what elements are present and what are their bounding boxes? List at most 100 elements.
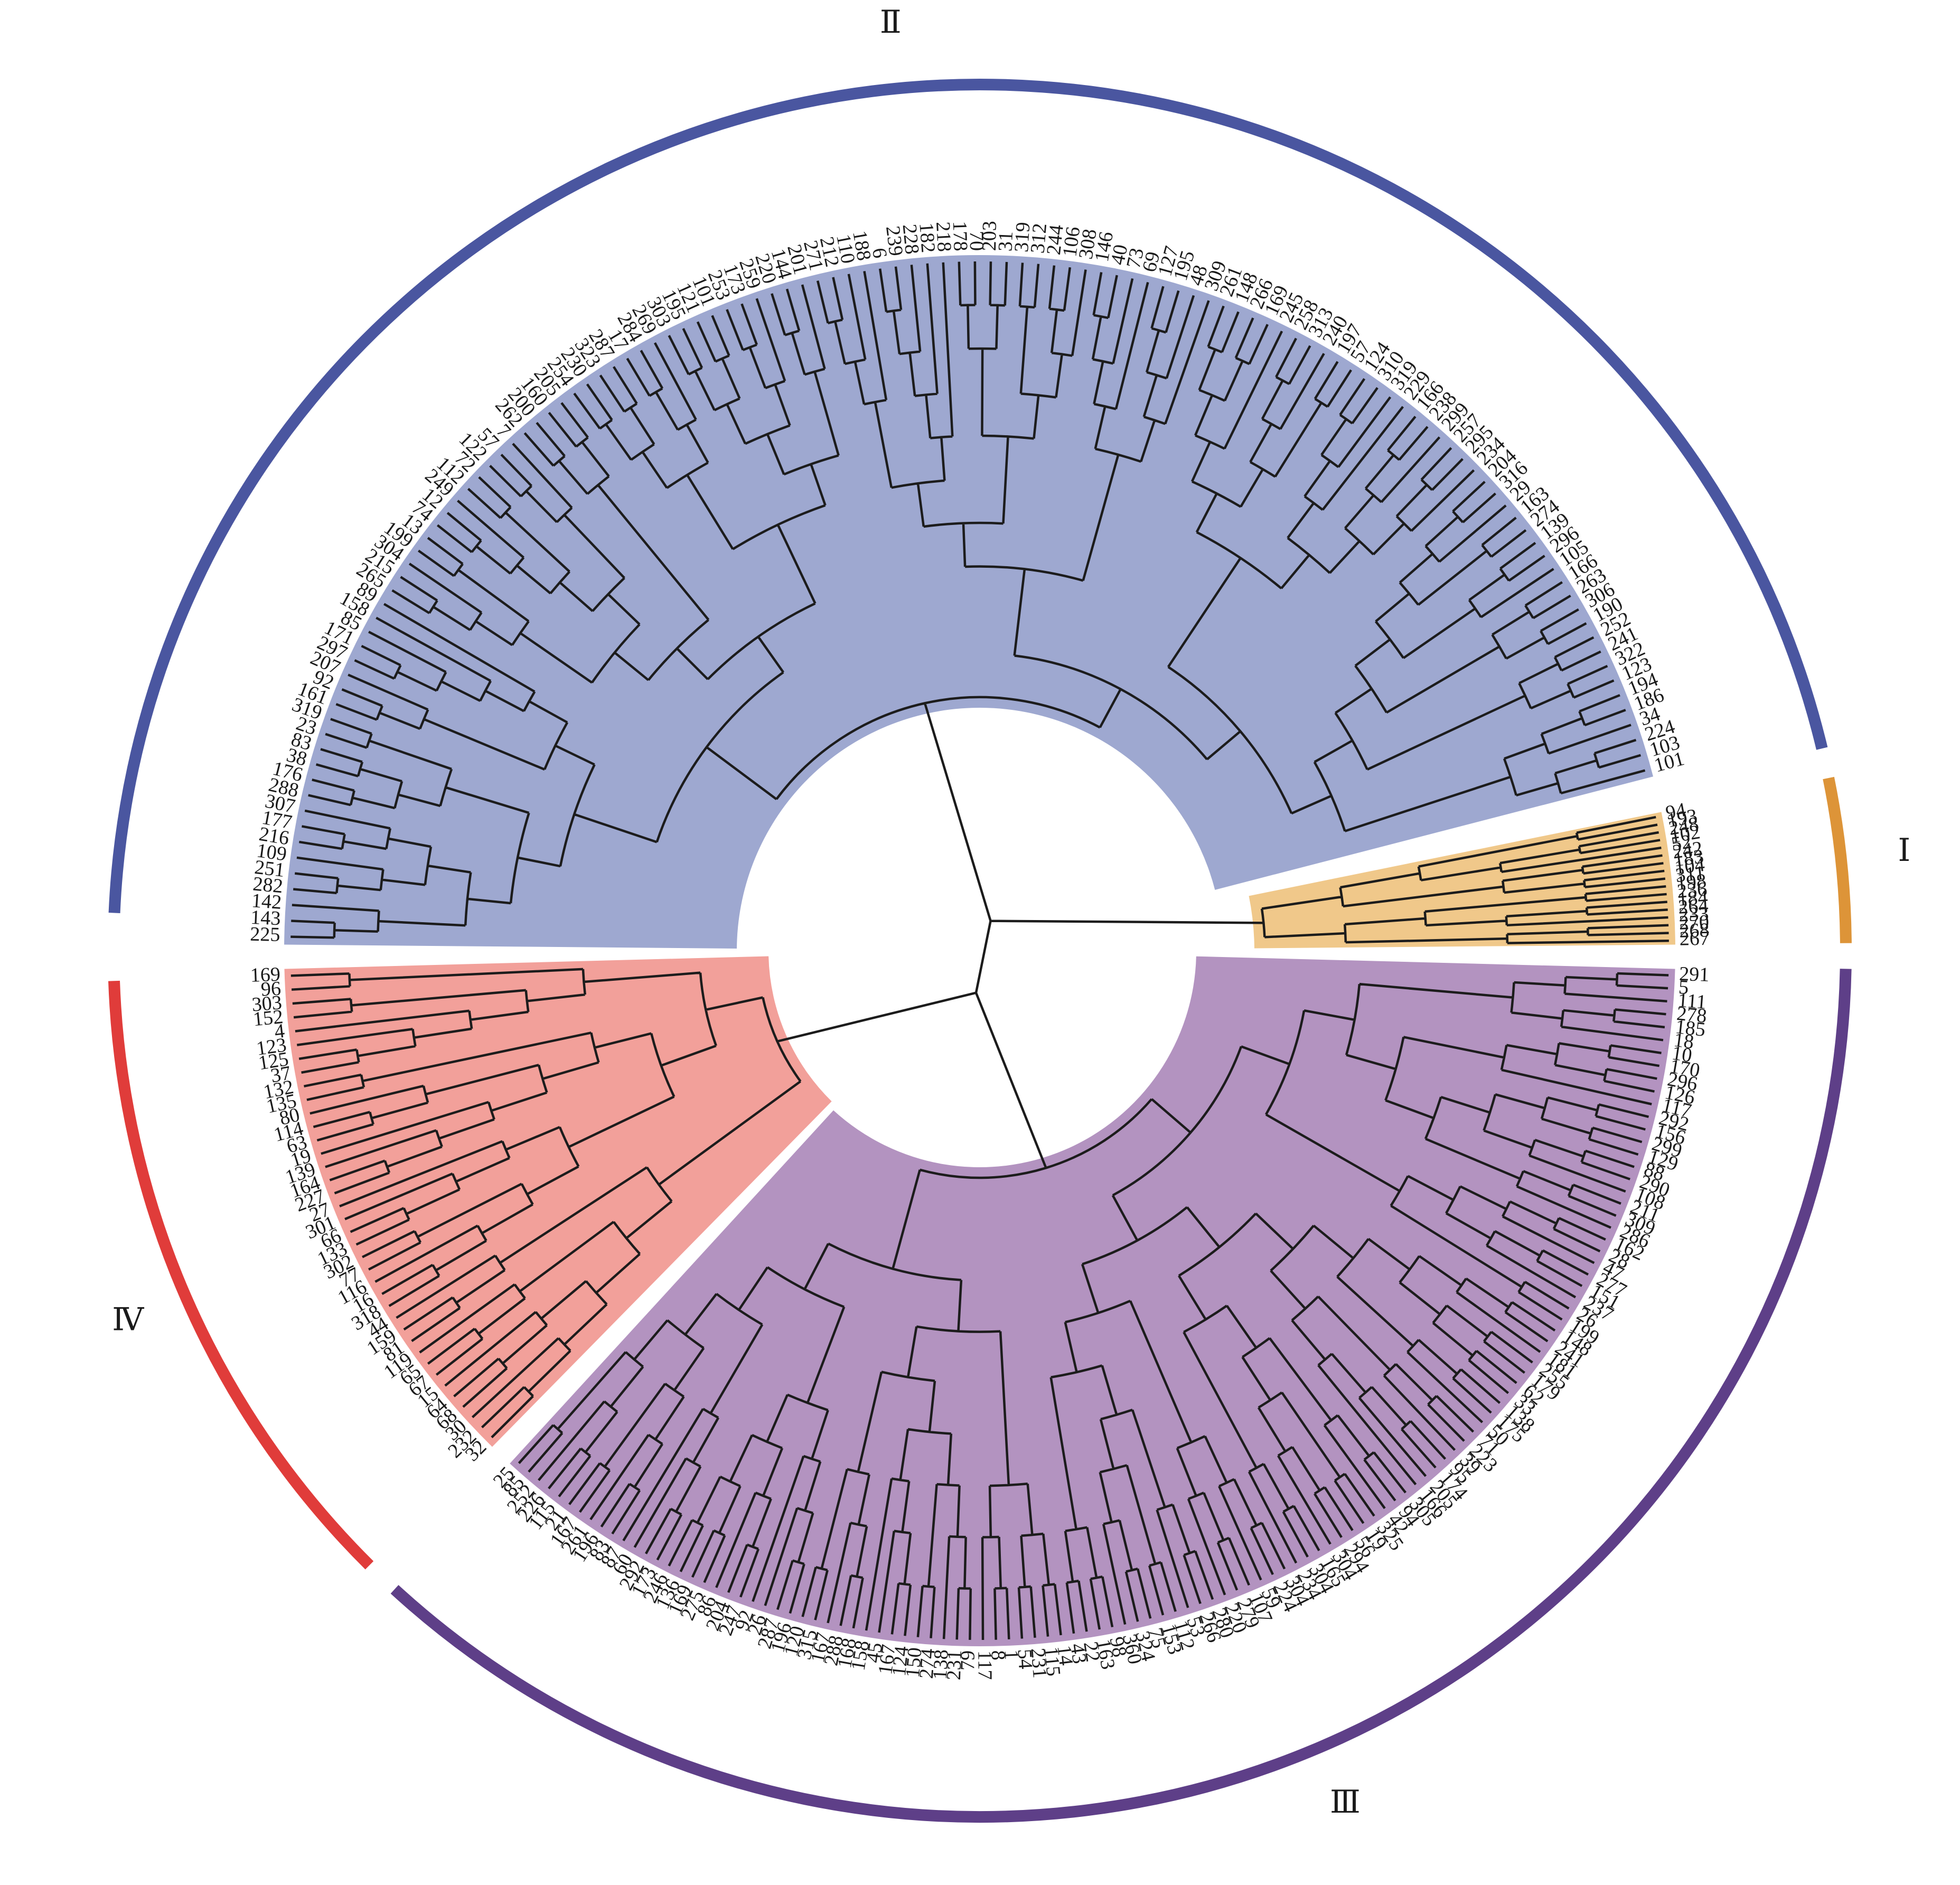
leaf-label: 54 (1013, 1648, 1036, 1670)
cluster-ring-II (108, 79, 1828, 913)
leaf-label: 167 (874, 1643, 900, 1676)
leaf-label: 4 (273, 1020, 286, 1043)
cluster-ring-I (1823, 776, 1852, 943)
leaf-label: 268 (1679, 919, 1710, 942)
leaf-label: 296 (1666, 1068, 1700, 1095)
leaf-label: 308 (1075, 228, 1101, 261)
leaf-label: 178 (949, 221, 972, 251)
leaf-label: 102 (1668, 821, 1702, 848)
leaf-label: 218 (932, 221, 955, 252)
leaf-label: 282 (252, 873, 284, 897)
leaf-label: 312 (1027, 222, 1052, 254)
leaf-label: 106 (1058, 226, 1084, 258)
leaf-label: 193 (1665, 805, 1699, 832)
leaf-label: 111 (1677, 989, 1707, 1014)
leaf-label: 142 (251, 889, 283, 914)
cluster-sector-I (1249, 812, 1675, 949)
leaf-label: 110 (832, 232, 859, 266)
leaf-label: 270 (1678, 911, 1710, 934)
leaf-label: 150 (902, 1646, 926, 1678)
cluster-label-III: Ⅲ (1330, 1785, 1361, 1820)
cluster-rings (108, 79, 1852, 1823)
cluster-sector-IV (284, 956, 832, 1447)
leaf-label: 251 (254, 856, 286, 881)
leaf-label: 14 (1053, 1644, 1077, 1667)
cluster-label-I: Ⅰ (1898, 833, 1911, 868)
leaf-label: 18 (1673, 1029, 1695, 1054)
leaf-label: 182 (915, 222, 939, 254)
leaf-label: 70 (965, 231, 988, 251)
leaf-label: 216 (258, 823, 291, 849)
leaf-label: 274 (915, 1648, 940, 1680)
cluster-sector-II (284, 255, 1654, 949)
cluster-ring-III (390, 969, 1852, 1823)
leaf-label: 94 (1664, 799, 1687, 824)
leaf-label: 231 (943, 1649, 966, 1680)
leaf-label: 117 (973, 1650, 996, 1680)
leaf-label: 225 (250, 923, 280, 946)
leaf-label: 291 (1679, 963, 1710, 986)
cluster-sector-III (510, 956, 1675, 1647)
leaf-label: 73 (1122, 246, 1148, 270)
leaf-label: 311 (1674, 862, 1706, 887)
leaf-label: 203 (978, 221, 1001, 251)
leaf-label: 183 (1672, 845, 1705, 871)
cluster-label-IV: Ⅳ (112, 1302, 144, 1337)
cluster-label-II: Ⅱ (880, 5, 902, 40)
cluster-sectors (284, 255, 1675, 1647)
leaf-label: 169 (250, 963, 280, 987)
branches (290, 261, 1669, 1640)
leaf-label: 163 (1092, 1638, 1119, 1671)
cluster-ring-IV (108, 980, 374, 1570)
leaf-label: 146 (1091, 230, 1118, 264)
leaf-label: 8 (987, 1650, 1009, 1661)
leaf-label: 319 (1010, 221, 1034, 252)
leaf-label: 231 (1026, 1647, 1051, 1679)
cluster-labels: Ⅰ Ⅱ Ⅲ Ⅳ (112, 5, 1910, 1820)
leaf-label: 188 (848, 229, 875, 262)
leaf-label: 233 (1678, 903, 1709, 926)
leaf-label: 158 (847, 1639, 874, 1672)
leaf-label: 152 (252, 1006, 284, 1030)
leaf-label: 79 (956, 1650, 979, 1671)
leaf-label: 244 (1043, 223, 1068, 256)
leaf-label: 184 (1677, 886, 1709, 911)
leaf-label: 138 (929, 1649, 953, 1680)
leaf-label: 123 (255, 1034, 288, 1059)
leaf-label: 228 (898, 223, 923, 255)
leaf-label: 248 (1667, 813, 1700, 840)
leaf-label: 264 (1677, 895, 1709, 918)
tree-branches (290, 261, 1669, 1640)
leaf-label: 10 (1671, 1042, 1694, 1067)
leaf-label: 109 (255, 839, 288, 865)
leaf-label: 52 (1670, 830, 1693, 855)
leaf-label: 124 (888, 1645, 913, 1677)
center-hole (856, 827, 1104, 1075)
leaf-label: 43 (1066, 1642, 1091, 1665)
leaf-label: 168 (833, 1636, 861, 1670)
leaf-label: 177 (260, 806, 294, 834)
leaf-label: 239 (881, 224, 907, 257)
leaf-label: 303 (251, 991, 283, 1016)
leaf-label: 125 (257, 1048, 290, 1074)
leaf-label: 198 (1675, 870, 1708, 895)
leaf-label: 37 (269, 1062, 293, 1087)
leaf-label: 236 (1676, 878, 1708, 903)
leaf-label: 170 (1668, 1055, 1701, 1082)
leaf-label: 5 (1678, 976, 1689, 999)
leaf-label: 40 (1106, 242, 1132, 267)
leaf-label: 242 (1671, 837, 1704, 863)
leaf-label: 96 (260, 978, 282, 1001)
leaf-label: 31 (995, 231, 1017, 252)
leaf-label: 22 (1079, 1640, 1104, 1663)
leaf-label: 98 (1105, 1635, 1131, 1659)
leaf-label: 1 (1000, 1649, 1023, 1661)
leaf-label: 115 (1039, 1646, 1064, 1677)
leaf-label: 267 (1680, 927, 1710, 950)
leaf-label: 45 (862, 1641, 887, 1664)
leaf-label: 104 (1673, 854, 1705, 879)
leaf-label: 185 (1674, 1016, 1706, 1041)
leaf-label: 278 (1676, 1002, 1708, 1027)
leaf-label: 143 (250, 906, 282, 930)
